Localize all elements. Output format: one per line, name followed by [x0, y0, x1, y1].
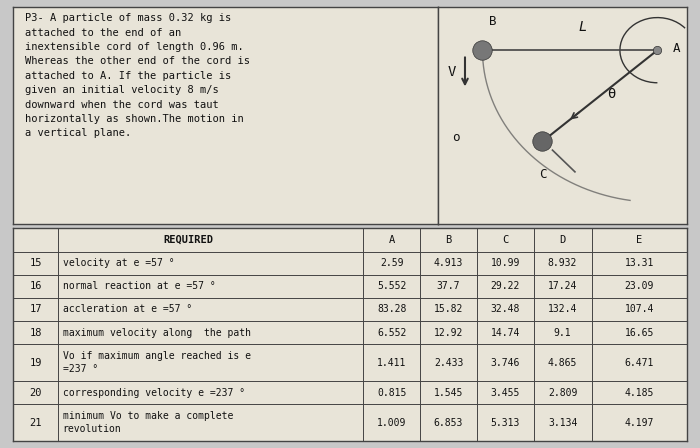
Text: 16.65: 16.65 — [625, 327, 654, 337]
Text: A: A — [673, 42, 680, 55]
Text: 4.185: 4.185 — [625, 388, 654, 398]
Text: 19: 19 — [29, 358, 42, 368]
Text: 6.471: 6.471 — [625, 358, 654, 368]
Text: 17: 17 — [29, 305, 42, 314]
Text: normal reaction at e =57 °: normal reaction at e =57 ° — [62, 281, 216, 291]
Text: θ: θ — [608, 87, 616, 101]
Text: 132.4: 132.4 — [548, 305, 578, 314]
Text: 17.24: 17.24 — [548, 281, 578, 291]
Text: 29.22: 29.22 — [491, 281, 520, 291]
Text: 5.552: 5.552 — [377, 281, 407, 291]
Text: 37.7: 37.7 — [437, 281, 461, 291]
Text: B: B — [445, 235, 452, 245]
Text: 32.48: 32.48 — [491, 305, 520, 314]
Text: A: A — [389, 235, 395, 245]
Text: 3.746: 3.746 — [491, 358, 520, 368]
Text: E: E — [636, 235, 643, 245]
Text: 16: 16 — [29, 281, 42, 291]
Text: minimum Vo to make a complete
revolution: minimum Vo to make a complete revolution — [62, 411, 233, 434]
Text: 15: 15 — [29, 258, 42, 268]
Text: 1.009: 1.009 — [377, 418, 407, 428]
Text: C: C — [539, 168, 546, 181]
Text: 9.1: 9.1 — [554, 327, 571, 337]
Text: 8.932: 8.932 — [548, 258, 578, 268]
Text: 20: 20 — [29, 388, 42, 398]
Text: 2.59: 2.59 — [380, 258, 404, 268]
Text: corresponding velocity e =237 °: corresponding velocity e =237 ° — [62, 388, 245, 398]
Text: 5.313: 5.313 — [491, 418, 520, 428]
Text: 2.809: 2.809 — [548, 388, 578, 398]
Text: REQUIRED: REQUIRED — [163, 235, 213, 245]
Text: 2.433: 2.433 — [434, 358, 463, 368]
Text: 83.28: 83.28 — [377, 305, 407, 314]
Text: Vo if maximum angle reached is e
=237 °: Vo if maximum angle reached is e =237 ° — [62, 351, 251, 374]
Text: V: V — [447, 65, 456, 79]
Text: 107.4: 107.4 — [625, 305, 654, 314]
Text: 1.411: 1.411 — [377, 358, 407, 368]
Text: 3.134: 3.134 — [548, 418, 578, 428]
Text: 18: 18 — [29, 327, 42, 337]
Text: 23.09: 23.09 — [625, 281, 654, 291]
Text: 14.74: 14.74 — [491, 327, 520, 337]
Text: o: o — [452, 131, 460, 144]
Text: P3- A particle of mass 0.32 kg is
attached to the end of an
inextensible cord of: P3- A particle of mass 0.32 kg is attach… — [25, 13, 251, 138]
Text: D: D — [559, 235, 566, 245]
Text: 0.815: 0.815 — [377, 388, 407, 398]
Text: L: L — [578, 20, 587, 34]
Text: 1.545: 1.545 — [434, 388, 463, 398]
Text: accleration at e =57 °: accleration at e =57 ° — [62, 305, 192, 314]
Text: 13.31: 13.31 — [625, 258, 654, 268]
Text: B: B — [489, 15, 496, 29]
Text: 6.853: 6.853 — [434, 418, 463, 428]
Text: 15.82: 15.82 — [434, 305, 463, 314]
Text: 4.197: 4.197 — [625, 418, 654, 428]
Text: 6.552: 6.552 — [377, 327, 407, 337]
Text: velocity at e =57 °: velocity at e =57 ° — [62, 258, 174, 268]
Text: 4.913: 4.913 — [434, 258, 463, 268]
Text: 10.99: 10.99 — [491, 258, 520, 268]
Text: 4.865: 4.865 — [548, 358, 578, 368]
Text: 21: 21 — [29, 418, 42, 428]
Text: C: C — [502, 235, 508, 245]
Text: 3.455: 3.455 — [491, 388, 520, 398]
Text: maximum velocity along  the path: maximum velocity along the path — [62, 327, 251, 337]
Text: 12.92: 12.92 — [434, 327, 463, 337]
